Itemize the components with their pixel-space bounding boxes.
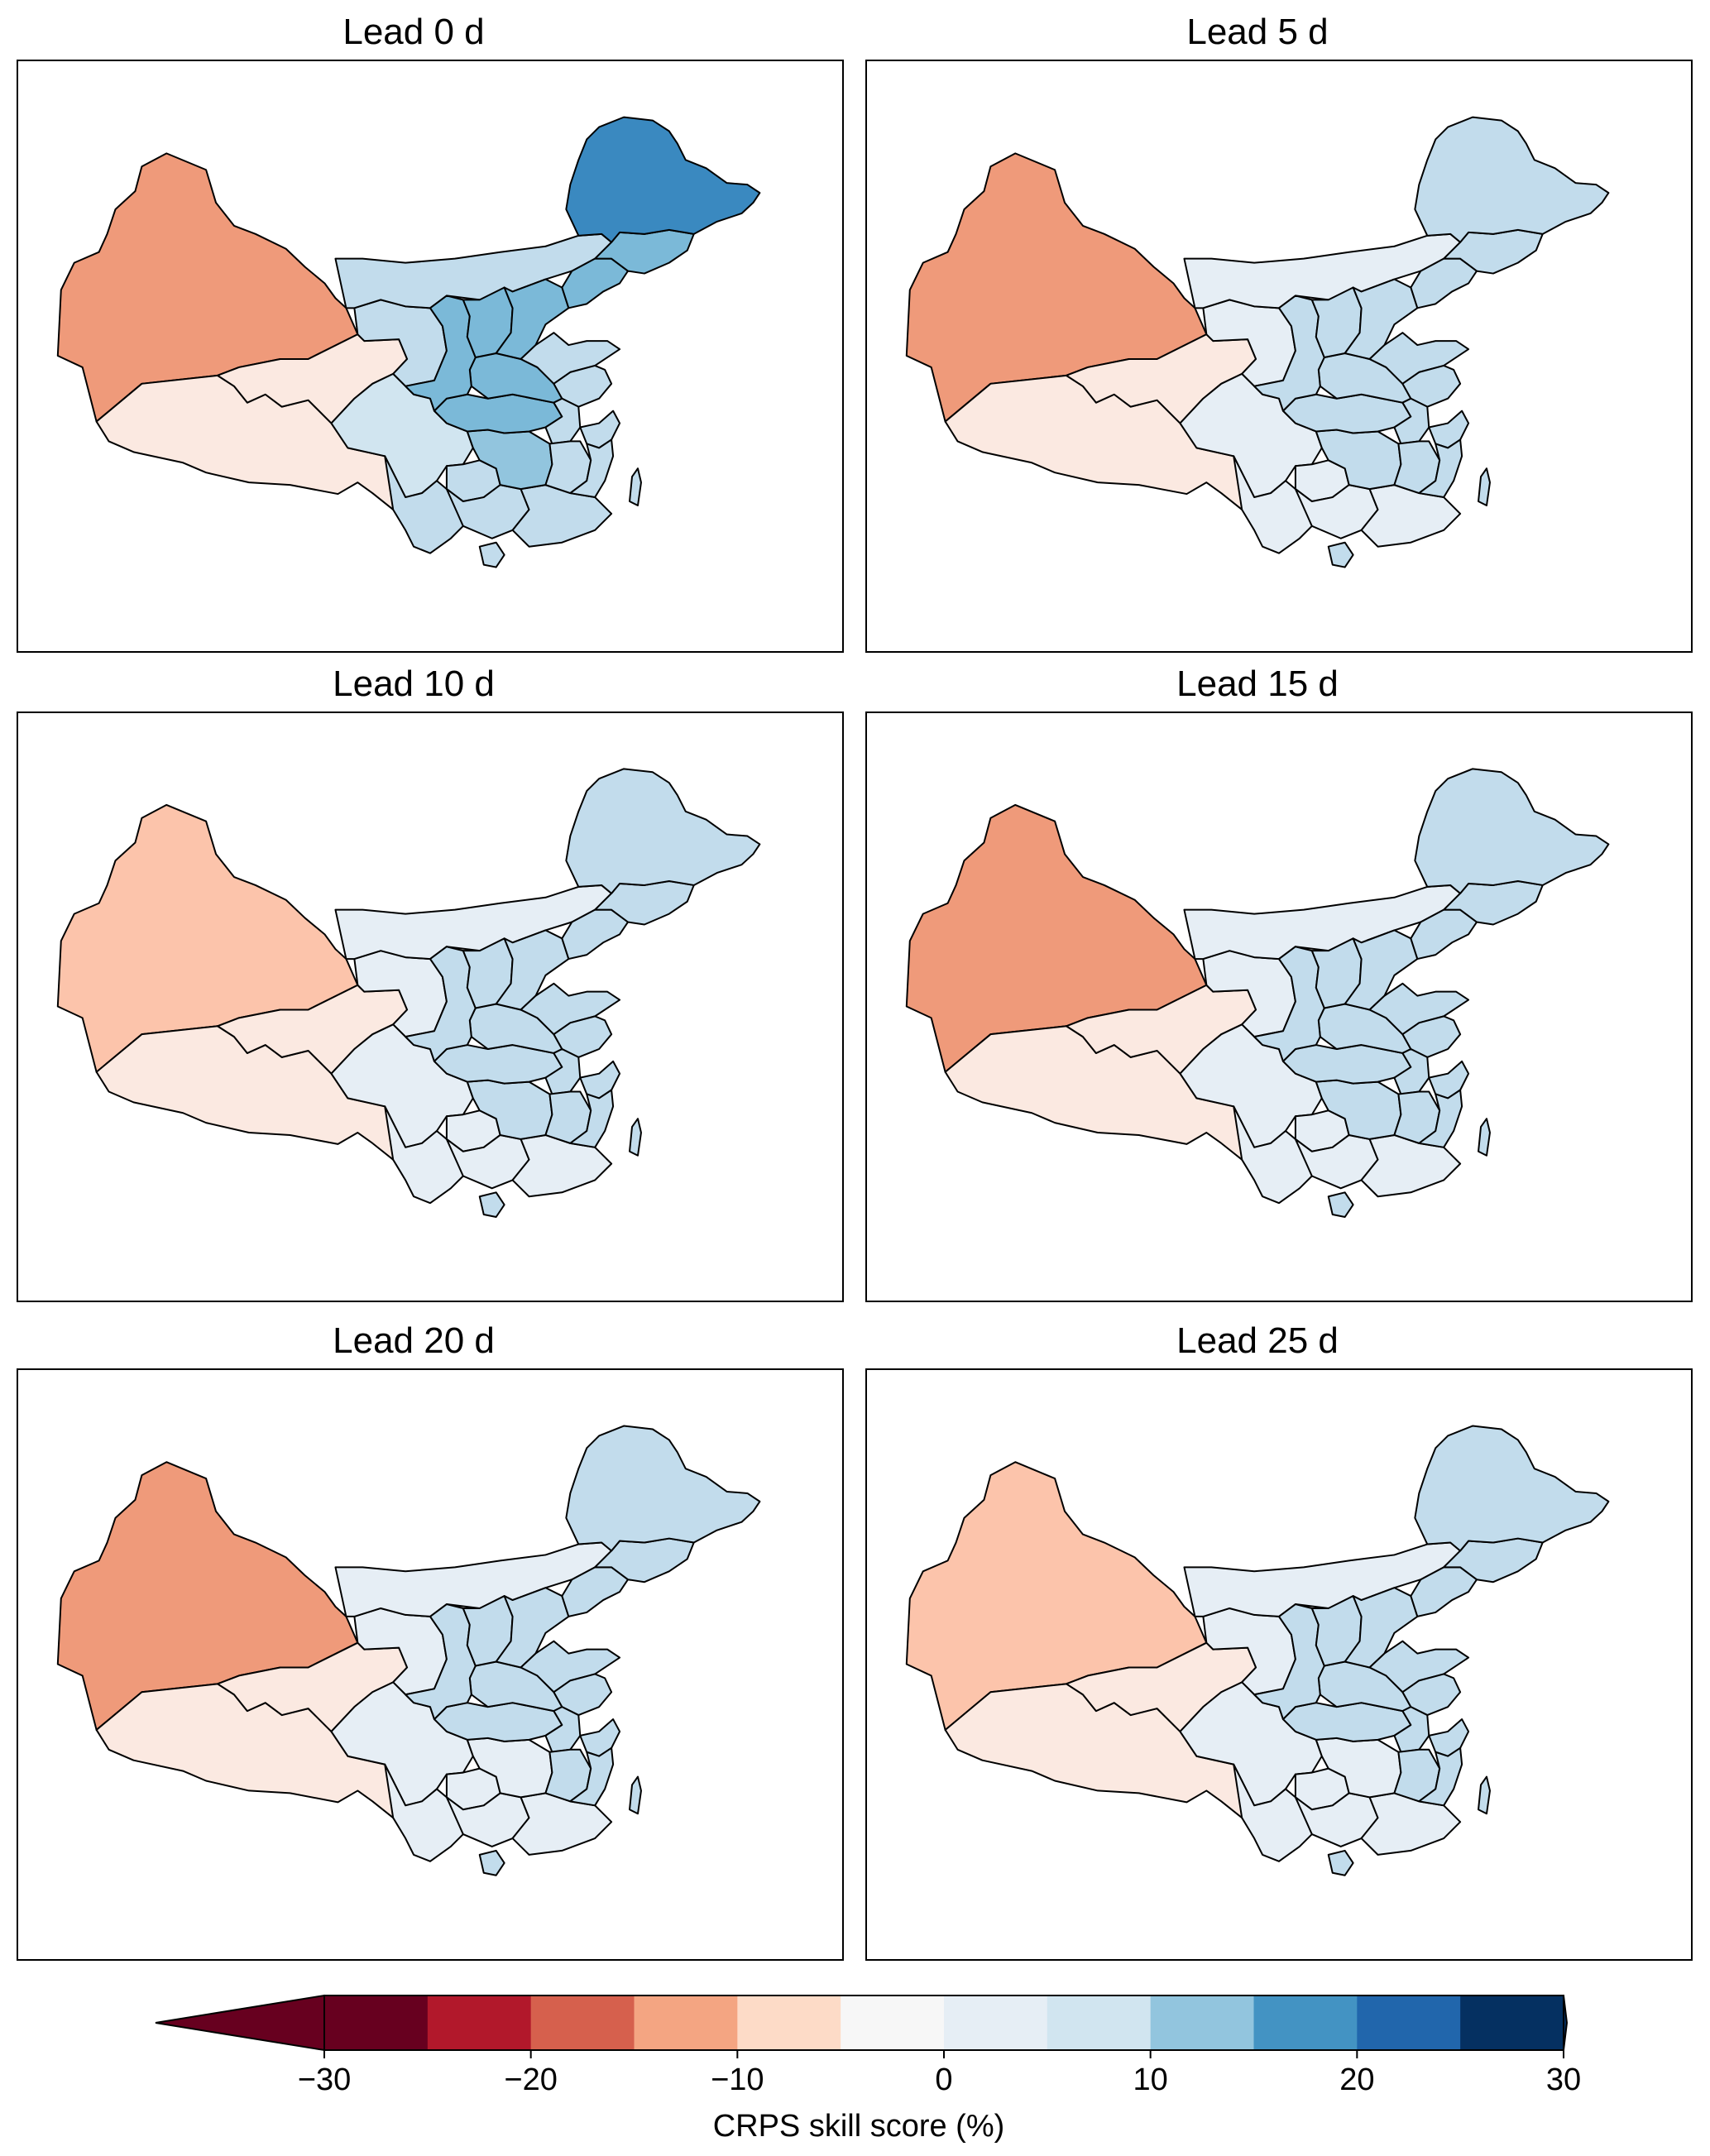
province-hainan <box>1329 1192 1353 1217</box>
province-shandong <box>1370 1641 1469 1693</box>
panel-title-lead-10: Lead 10 d <box>333 664 495 704</box>
province-zhejiang <box>580 1719 620 1756</box>
province-shandong <box>521 984 620 1034</box>
province-taiwan <box>630 1119 641 1156</box>
province-shandong <box>521 333 620 384</box>
province-liaoning <box>1411 910 1477 959</box>
province-zhejiang <box>1429 1719 1468 1756</box>
colorbar-segment <box>634 1995 738 2050</box>
province-heilongjiang <box>566 1426 759 1551</box>
province-hebei <box>1345 1588 1418 1667</box>
colorbar-segment <box>841 1995 945 2050</box>
china-map-lead-20 <box>18 1370 842 1959</box>
china-map-lead-10 <box>18 713 842 1301</box>
colorbar-tick-label: 10 <box>1133 2063 1168 2097</box>
provinces <box>907 117 1609 568</box>
panel-title-lead-15: Lead 15 d <box>1176 664 1339 704</box>
province-heilongjiang <box>1415 1426 1608 1551</box>
colorbar-label: CRPS skill score (%) <box>713 2109 1005 2144</box>
map-panel-lead-20 <box>17 1368 844 1961</box>
province-hainan <box>480 1192 505 1217</box>
colorbar-segment <box>737 1995 841 2050</box>
province-liaoning <box>1411 1567 1477 1617</box>
province-heilongjiang <box>1415 769 1608 894</box>
province-liaoning <box>562 910 628 959</box>
map-panel-lead-5 <box>865 60 1693 653</box>
province-fujian <box>570 1748 613 1806</box>
provinces <box>907 1426 1609 1876</box>
china-map-lead-0 <box>18 61 842 651</box>
province-zhejiang <box>580 411 620 448</box>
province-hebei <box>496 930 569 1009</box>
province-heilongjiang <box>1415 117 1608 242</box>
panel-title-lead-5: Lead 5 d <box>1186 12 1329 52</box>
province-heilongjiang <box>566 769 759 894</box>
panel-title-lead-20: Lead 20 d <box>333 1320 495 1361</box>
colorbar: −30 −20 −10 0 10 20 30 CRPS skill score (%) <box>155 1994 1581 2144</box>
province-hebei <box>496 1588 569 1667</box>
province-taiwan <box>630 468 641 505</box>
provinces <box>907 769 1609 1217</box>
map-panel-lead-15 <box>865 711 1693 1302</box>
province-shandong <box>1370 984 1469 1034</box>
provinces <box>58 117 760 568</box>
colorbar-segment <box>1047 1995 1152 2050</box>
map-panel-lead-25 <box>865 1368 1693 1961</box>
province-hainan <box>1329 1851 1353 1876</box>
province-hainan <box>480 543 505 568</box>
provinces <box>58 1426 760 1876</box>
colorbar-segment <box>1357 1995 1461 2050</box>
province-fujian <box>570 1090 613 1147</box>
colorbar-segment <box>1150 1995 1254 2050</box>
colorbar-segment <box>1253 1995 1358 2050</box>
colorbar-tick-label: 0 <box>935 2063 952 2097</box>
province-zhejiang <box>1429 411 1468 448</box>
colorbar-extend-low <box>155 1994 325 2052</box>
province-shandong <box>521 1641 620 1693</box>
province-hainan <box>1329 543 1353 568</box>
province-shandong <box>1370 333 1469 384</box>
colorbar-segment <box>427 1995 532 2050</box>
colorbar-segment <box>1460 1995 1564 2050</box>
province-hebei <box>496 280 569 359</box>
colorbar-tick-label: −20 <box>504 2063 557 2097</box>
province-liaoning <box>1411 259 1477 309</box>
colorbar-tick-label: 20 <box>1339 2063 1374 2097</box>
colorbar-tick-label: 30 <box>1546 2063 1581 2097</box>
province-hainan <box>480 1851 505 1876</box>
colorbar-segment <box>324 1995 429 2050</box>
colorbar-tick-label: −30 <box>298 2063 351 2097</box>
china-map-lead-5 <box>867 61 1691 651</box>
colorbar-segments <box>155 1994 1569 2052</box>
province-heilongjiang <box>566 117 759 242</box>
province-taiwan <box>630 1777 641 1814</box>
province-fujian <box>1419 1090 1462 1147</box>
province-taiwan <box>1478 1777 1490 1814</box>
province-taiwan <box>1478 1119 1490 1156</box>
china-map-lead-25 <box>867 1370 1691 1959</box>
province-liaoning <box>562 259 628 309</box>
province-liaoning <box>562 1567 628 1617</box>
colorbar-segment <box>944 1995 1048 2050</box>
map-panel-lead-0 <box>17 60 844 653</box>
map-panel-lead-10 <box>17 711 844 1302</box>
province-zhejiang <box>1429 1061 1468 1099</box>
panel-title-lead-0: Lead 0 d <box>342 12 485 52</box>
province-taiwan <box>1478 468 1490 505</box>
provinces <box>58 769 760 1217</box>
colorbar-tick-label: −10 <box>711 2063 764 2097</box>
china-map-lead-15 <box>867 713 1691 1301</box>
panel-title-lead-25: Lead 25 d <box>1176 1320 1339 1361</box>
colorbar-segment <box>530 1995 635 2050</box>
colorbar-ticks: −30 −20 −10 0 10 20 30 <box>298 2050 1581 2097</box>
province-hebei <box>1345 930 1418 1009</box>
province-fujian <box>1419 439 1462 497</box>
province-hebei <box>1345 280 1418 359</box>
province-fujian <box>570 439 613 497</box>
province-zhejiang <box>580 1061 620 1099</box>
province-fujian <box>1419 1748 1462 1806</box>
